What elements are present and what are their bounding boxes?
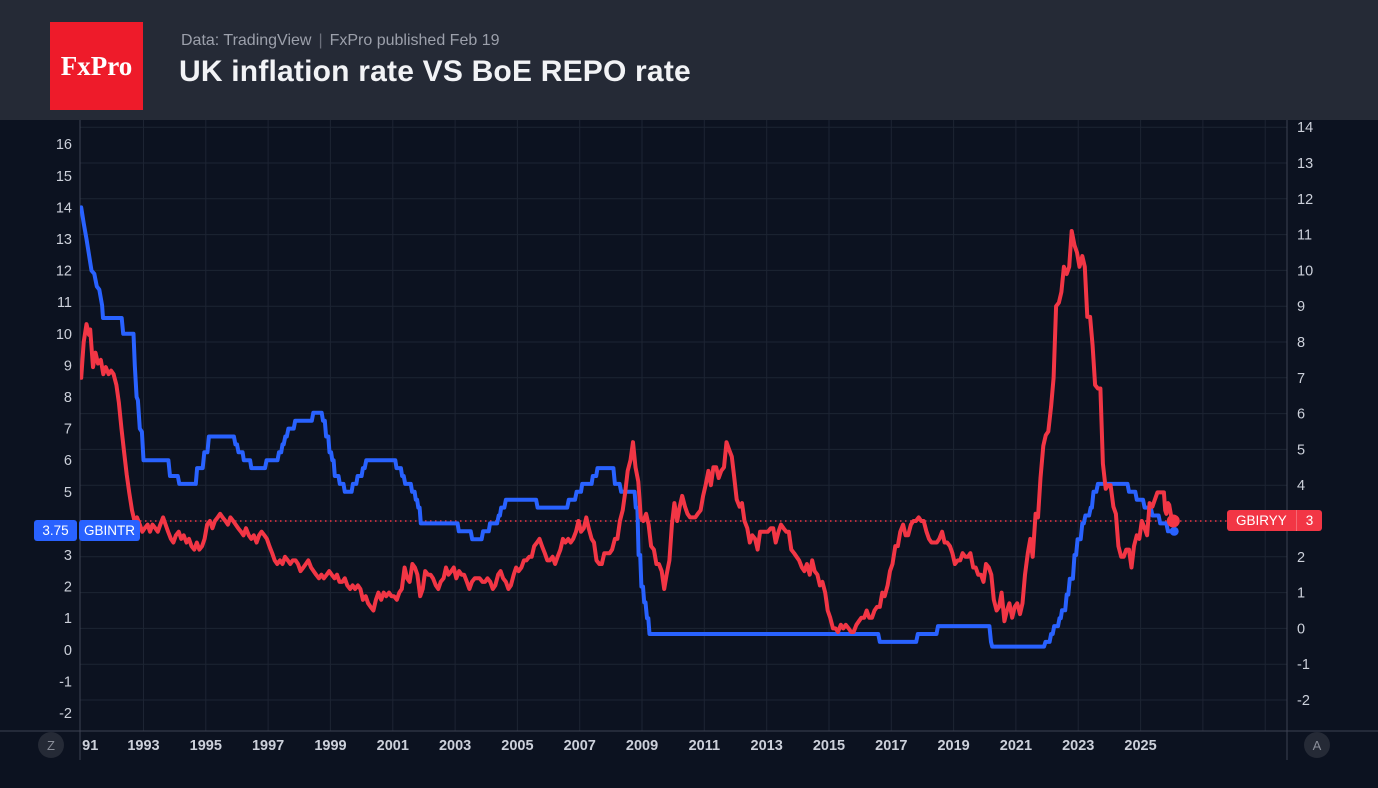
x-axis-tick: 1995 xyxy=(190,738,222,754)
right-axis-tick: 12 xyxy=(1297,192,1313,208)
right-axis-tick: -1 xyxy=(1297,657,1310,673)
series-gbiryy xyxy=(80,229,1176,634)
x-axis-tick: 1999 xyxy=(314,738,346,754)
source-suffix: FxPro published Feb 19 xyxy=(329,32,500,49)
left-axis-tick: 3 xyxy=(64,548,72,564)
right-axis-tick: 13 xyxy=(1297,156,1313,172)
x-axis-tick: 2023 xyxy=(1062,738,1094,754)
gbintr-series-badge: GBINTR xyxy=(79,520,140,541)
badge-divider xyxy=(1295,510,1297,531)
fxpro-logo-text: FxPro xyxy=(60,50,133,81)
last-point-dot-gbiryy xyxy=(1166,514,1180,528)
x-axis-tick: 1997 xyxy=(252,738,284,754)
right-axis-tick: 6 xyxy=(1297,407,1305,423)
left-axis-tick: 14 xyxy=(56,200,72,216)
x-axis-tick: 2021 xyxy=(1000,738,1032,754)
right-axis-tick: 9 xyxy=(1297,299,1305,315)
right-axis-tick: 8 xyxy=(1297,335,1305,351)
x-axis-tick: 2009 xyxy=(626,738,658,754)
x-axis-tick: 91 xyxy=(82,738,98,754)
left-axis-tick: 13 xyxy=(56,232,72,248)
left-axis-tick: 1 xyxy=(64,611,72,627)
right-axis-tick: 5 xyxy=(1297,442,1305,458)
left-axis-tick: 9 xyxy=(64,358,72,374)
left-axis-tick: 0 xyxy=(64,643,72,659)
x-axis-tick: 2005 xyxy=(501,738,533,754)
source-prefix: Data: TradingView xyxy=(181,32,312,49)
right-axis-tick: -2 xyxy=(1297,693,1310,709)
source-separator-icon: | xyxy=(318,32,323,49)
gbintr-series-name: GBINTR xyxy=(83,523,135,538)
right-axis-tick: 14 xyxy=(1297,120,1313,136)
right-axis-tick: 7 xyxy=(1297,371,1305,387)
left-axis-tick: 2 xyxy=(64,580,72,596)
right-axis-tick: 10 xyxy=(1297,263,1313,279)
right-axis-tick: 0 xyxy=(1297,621,1305,637)
left-axis-tick: 10 xyxy=(56,327,72,343)
left-axis-tick: 12 xyxy=(56,264,72,280)
left-axis-tick: 8 xyxy=(64,390,72,406)
x-axis-tick: 2003 xyxy=(439,738,471,754)
x-axis-tick: 2001 xyxy=(377,738,409,754)
left-axis-tick: 11 xyxy=(57,295,72,311)
right-axis-tick: 2 xyxy=(1297,550,1305,566)
x-axis-tick: 2015 xyxy=(813,738,845,754)
left-axis-tick: 16 xyxy=(56,137,72,153)
fxpro-logo: FxPro xyxy=(50,22,143,110)
left-axis-tick: 6 xyxy=(64,453,72,469)
left-axis-tick: 15 xyxy=(56,169,72,185)
chart-header: FxPro Data: TradingView | FxPro published … xyxy=(0,0,1378,120)
right-axis-tick: 4 xyxy=(1297,478,1305,494)
last-point-dot-gbintr xyxy=(1169,526,1179,536)
x-axis-tick: 2013 xyxy=(751,738,783,754)
zoom-out-button[interactable]: Z xyxy=(38,732,64,758)
x-axis-tick: 2011 xyxy=(689,738,720,754)
left-axis-tick: -1 xyxy=(59,674,72,690)
x-axis-tick: 2017 xyxy=(875,738,907,754)
data-source-line: Data: TradingView | FxPro published Feb 19 xyxy=(181,32,499,50)
right-axis-tick: 1 xyxy=(1297,586,1305,602)
page-title: UK inflation rate VS BoE REPO rate xyxy=(179,55,691,88)
gbintr-price-value: 3.75 xyxy=(42,523,69,538)
left-axis-tick: -2 xyxy=(59,706,72,722)
zoom-out-label: Z xyxy=(47,737,55,753)
x-axis-tick: 2019 xyxy=(937,738,969,754)
x-axis-tick: 2007 xyxy=(564,738,596,754)
auto-scale-label: A xyxy=(1312,737,1322,753)
x-axis-tick: 2025 xyxy=(1124,738,1156,754)
x-axis-tick: 1993 xyxy=(127,738,159,754)
auto-scale-button[interactable]: A xyxy=(1304,732,1330,758)
gbiryy-series-name: GBIRYY xyxy=(1236,513,1287,528)
gbiryy-price-badge: GBIRYY 3 xyxy=(1227,510,1323,531)
right-axis-tick: 11 xyxy=(1297,228,1312,244)
series-gbintr xyxy=(80,205,1177,649)
gbintr-price-badge: 3.75 xyxy=(34,520,77,541)
left-axis-tick: 7 xyxy=(64,422,72,438)
gbiryy-price-value: 3 xyxy=(1305,513,1314,528)
left-axis-tick: 5 xyxy=(64,485,72,501)
